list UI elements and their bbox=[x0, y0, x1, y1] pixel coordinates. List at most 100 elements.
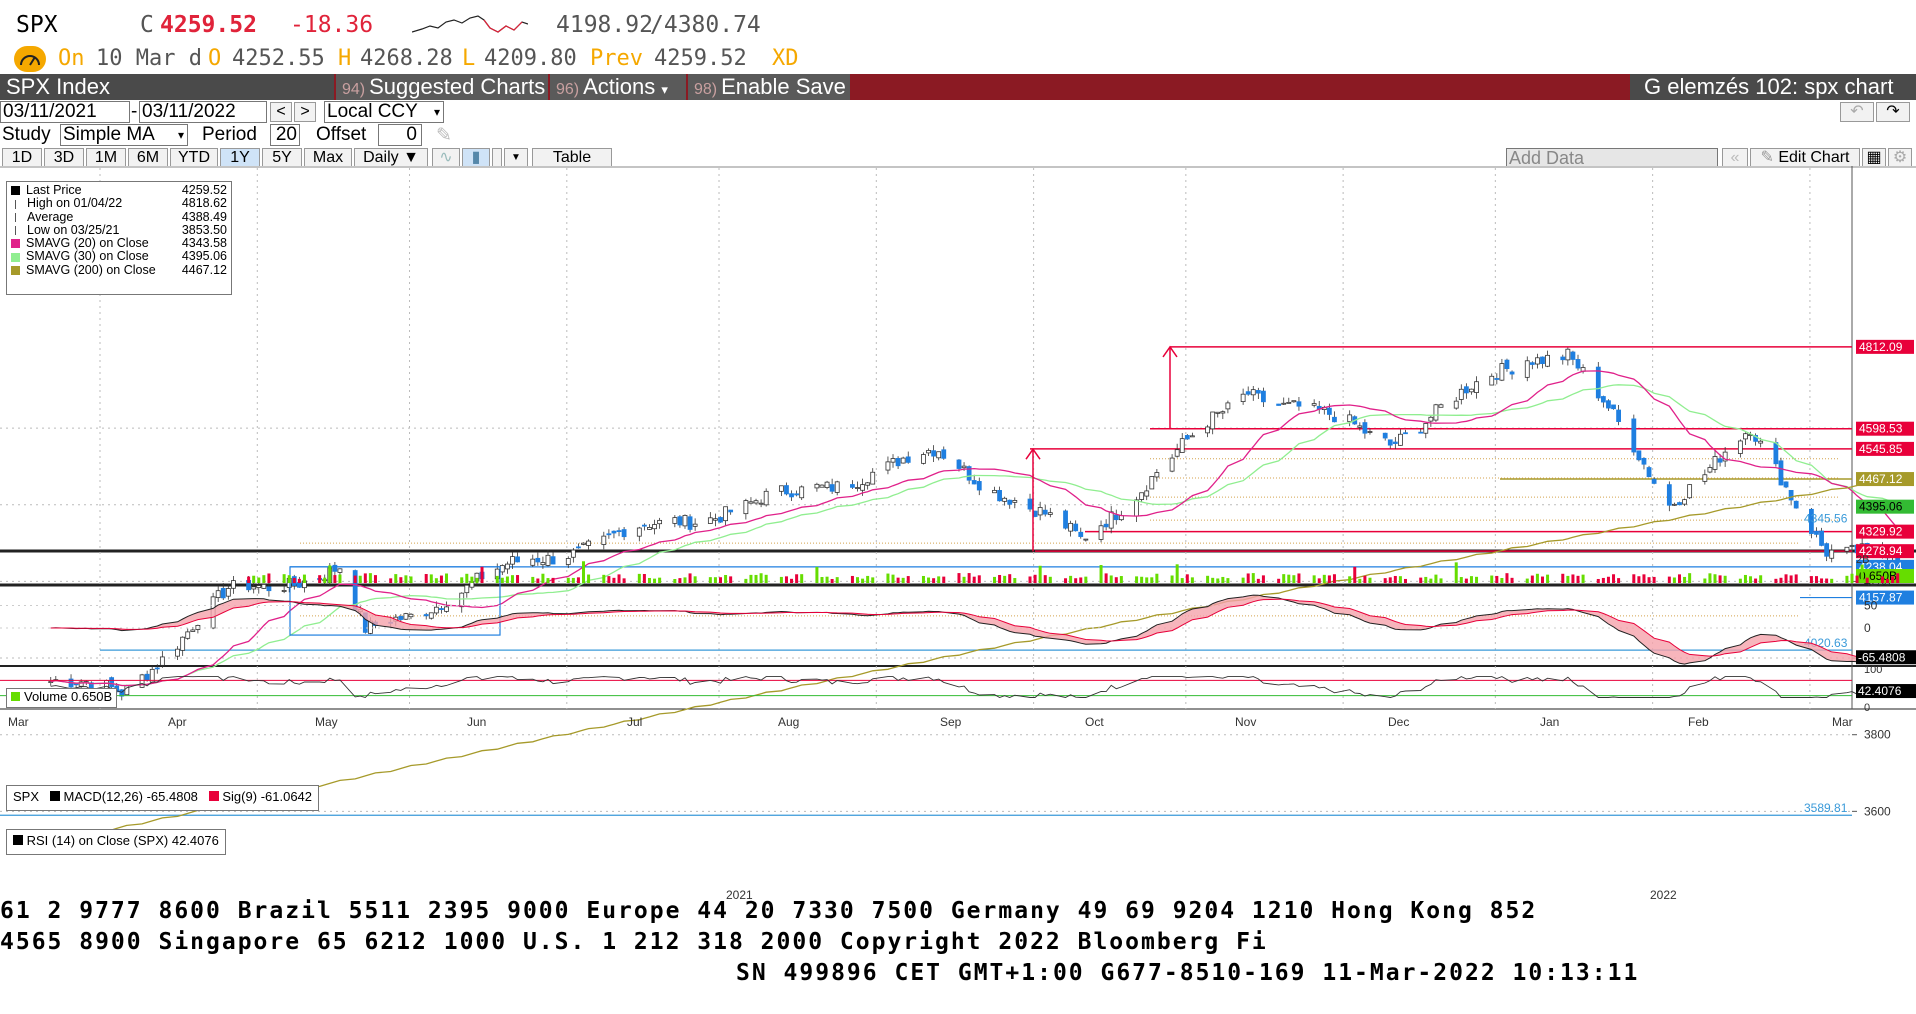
volume-bar bbox=[409, 576, 413, 583]
chart-type-dropdown[interactable]: ▼ bbox=[504, 148, 528, 168]
candle-body bbox=[778, 485, 784, 492]
macd-legend[interactable]: SPX MACD(12,26) -65.4808 Sig(9) -61.0642 bbox=[6, 785, 320, 811]
low-label: L bbox=[462, 46, 476, 71]
volume-bar bbox=[1459, 577, 1463, 583]
candle-body bbox=[185, 631, 191, 639]
candle-chart-icon[interactable]: ▮ bbox=[462, 148, 490, 168]
pencil-icon[interactable]: ✎ bbox=[436, 125, 452, 146]
price-legend[interactable]: Last Price 4259.52 High on 01/04/22 4818.62… bbox=[6, 181, 232, 295]
month-label: Nov bbox=[1235, 715, 1256, 729]
period-max-button[interactable]: Max bbox=[304, 148, 352, 168]
start-date-input[interactable]: 03/11/2021 bbox=[0, 101, 130, 123]
candle-body bbox=[900, 457, 906, 464]
volume-bar bbox=[1688, 573, 1692, 583]
rise-arrow-1-head bbox=[1025, 447, 1041, 460]
prev-range-button[interactable]: < bbox=[270, 102, 292, 122]
period-3d-button[interactable]: 3D bbox=[44, 148, 84, 168]
candle-body bbox=[1255, 390, 1261, 394]
candle-body bbox=[510, 556, 515, 565]
candle-body bbox=[1595, 366, 1601, 399]
volume-bar bbox=[1759, 575, 1763, 583]
price-chart[interactable]: 4812.09 4598.53 4545.85 4467.12 4395.06 4345.… bbox=[0, 166, 1916, 902]
period-1y-button[interactable]: 1Y bbox=[220, 148, 260, 168]
candle-body bbox=[1428, 416, 1434, 422]
undo-button[interactable]: ↶ bbox=[1840, 102, 1874, 122]
volume-bar bbox=[977, 575, 981, 583]
candle-body bbox=[1631, 418, 1637, 453]
level-tag bbox=[1856, 339, 1914, 354]
period-6m-button[interactable]: 6M bbox=[128, 148, 168, 168]
candle-body bbox=[180, 636, 186, 651]
candle-body bbox=[266, 586, 272, 592]
collapse-icon[interactable]: « bbox=[1722, 148, 1748, 168]
volume-bar bbox=[901, 577, 905, 583]
volume-bar bbox=[445, 573, 449, 583]
candle-body bbox=[794, 493, 800, 496]
security-field[interactable]: SPX Index bbox=[0, 74, 334, 100]
candle-body bbox=[433, 606, 439, 614]
study-select[interactable]: Simple MA ▾ bbox=[60, 124, 188, 146]
candle-body bbox=[499, 565, 505, 573]
candle-body bbox=[1677, 502, 1682, 506]
rsi-legend[interactable]: RSI (14) on Close (SPX) 42.4076 bbox=[6, 829, 226, 855]
volume-bar bbox=[495, 575, 499, 583]
next-range-button[interactable]: > bbox=[294, 102, 316, 122]
volume-bar bbox=[998, 574, 1002, 583]
edit-chart-button[interactable]: ✎ Edit Chart bbox=[1750, 148, 1860, 168]
volume-bar bbox=[1779, 577, 1783, 583]
frequency-select[interactable]: Daily ▼ bbox=[354, 148, 428, 168]
volume-bar bbox=[1109, 575, 1113, 583]
candle-body bbox=[616, 530, 622, 533]
volume-bar bbox=[1216, 578, 1220, 583]
volume-bar bbox=[1617, 578, 1621, 583]
volume-bar bbox=[368, 573, 372, 583]
volume-bar bbox=[1652, 576, 1656, 583]
volume-bar bbox=[719, 577, 723, 583]
speedometer-icon[interactable] bbox=[14, 46, 46, 72]
candle-body bbox=[398, 616, 404, 620]
candle-body bbox=[1047, 512, 1053, 515]
line-chart-icon[interactable]: ∿ bbox=[432, 148, 460, 168]
candle-body bbox=[540, 562, 546, 566]
candle-body bbox=[1179, 438, 1185, 453]
volume-bar bbox=[475, 577, 479, 583]
date-range-row: 03/11/2021 - 03/11/2022 < > Local CCY ▾ ↶… bbox=[0, 101, 1916, 123]
candle-body bbox=[1398, 433, 1403, 446]
candle-body bbox=[1367, 431, 1373, 433]
candle-body bbox=[1362, 422, 1368, 434]
open-label: O bbox=[208, 46, 222, 71]
volume-bar bbox=[1256, 578, 1260, 583]
volume-bar bbox=[937, 576, 941, 583]
suggested-charts-button[interactable]: 94) Suggested Charts bbox=[336, 74, 548, 100]
candle-body bbox=[119, 689, 125, 697]
offset-input[interactable]: 0 bbox=[378, 124, 422, 146]
table-button[interactable]: Table bbox=[532, 148, 612, 168]
volume-bar bbox=[1104, 573, 1108, 583]
volume-bar bbox=[551, 577, 555, 583]
gear-icon[interactable]: ⚙ bbox=[1888, 148, 1912, 168]
volume-legend[interactable]: Volume 0.650B bbox=[6, 688, 118, 708]
month-label: Mar bbox=[8, 715, 29, 729]
enable-save-button[interactable]: 98) Enable Save bbox=[688, 74, 850, 100]
actions-menu[interactable]: 96) Actions ▾ bbox=[550, 74, 686, 100]
ticker-symbol[interactable]: SPX bbox=[16, 12, 58, 38]
currency-select[interactable]: Local CCY ▾ bbox=[324, 101, 444, 123]
period-1d-button[interactable]: 1D bbox=[2, 148, 42, 168]
candle-body bbox=[1392, 441, 1398, 444]
period-1m-button[interactable]: 1M bbox=[86, 148, 126, 168]
period-input[interactable]: 20 bbox=[270, 124, 300, 146]
volume-bar bbox=[252, 575, 256, 583]
chart-settings-icon[interactable]: ▦ bbox=[1862, 148, 1886, 168]
volume-bar bbox=[779, 576, 783, 583]
volume-bar bbox=[1500, 578, 1504, 583]
volume-bar bbox=[835, 577, 839, 583]
volume-bar bbox=[1368, 577, 1372, 583]
period-ytd-button[interactable]: YTD bbox=[170, 148, 218, 168]
redo-button[interactable]: ↷ bbox=[1876, 102, 1910, 122]
period-5y-button[interactable]: 5Y bbox=[262, 148, 302, 168]
add-data-input[interactable]: Add Data bbox=[1506, 148, 1718, 168]
volume-bar bbox=[612, 577, 616, 583]
candle-body bbox=[829, 484, 835, 492]
end-date-input[interactable]: 03/11/2022 bbox=[139, 101, 267, 123]
volume-bar bbox=[571, 577, 575, 583]
